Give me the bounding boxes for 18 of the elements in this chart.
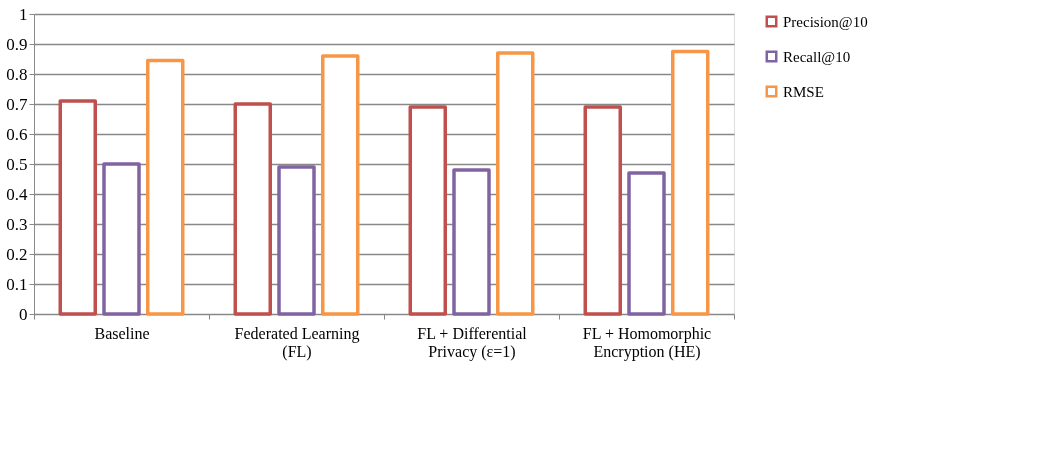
- x-tick-label: Federated Learning (FL): [234, 324, 360, 361]
- y-tick-label: 0.8: [6, 64, 28, 84]
- x-tick-label: FL + Homomorphic Encryption (HE): [582, 324, 712, 361]
- y-tick-label: 0.1: [6, 274, 28, 294]
- y-tick-label: 0.3: [6, 214, 28, 234]
- y-tick-label: 0.6: [6, 124, 28, 144]
- y-tick-label: 0: [19, 304, 28, 324]
- y-tick-label: 0.4: [6, 184, 28, 204]
- legend-label: RMSE: [783, 83, 824, 100]
- y-tick-label: 0.9: [6, 34, 28, 54]
- legend-label: Precision@10: [783, 13, 868, 30]
- y-tick-label: 0.7: [6, 94, 28, 114]
- x-tick-label: Baseline: [94, 324, 150, 342]
- y-tick-label: 0.5: [6, 154, 28, 174]
- legend-label: Recall@10: [783, 48, 851, 65]
- y-tick-label: 1: [19, 4, 28, 24]
- y-tick-label: 0.2: [6, 244, 28, 264]
- x-tick-label: FL + Differential Privacy (ε=1): [417, 324, 528, 361]
